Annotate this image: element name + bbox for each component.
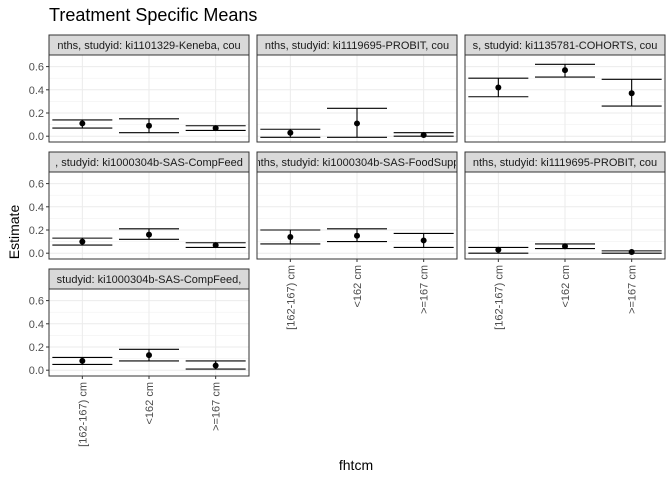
x-tick-label: <162 cm	[352, 265, 364, 308]
y-tick-label: 0.6	[29, 62, 44, 74]
facet-strip-label: , studyid: ki1000304b-SAS-CompFeed	[55, 157, 243, 169]
estimate-point	[79, 120, 86, 127]
facet-strip-label: nths, studyid: ki1119695-PROBIT, cou	[265, 40, 449, 52]
x-tick-label: [162-167) cm	[285, 265, 297, 330]
facet-strip-label: nths, studyid: ki1000304b-SAS-FoodSupp	[255, 157, 460, 169]
estimate-point	[212, 125, 219, 132]
estimate-point	[495, 246, 502, 253]
estimate-point	[354, 120, 360, 127]
y-tick-label: 0.2	[29, 342, 44, 354]
estimate-point	[146, 122, 152, 129]
estimate-point	[79, 357, 86, 364]
panel-border	[256, 54, 458, 143]
estimate-point	[354, 232, 360, 239]
estimate-point	[146, 352, 152, 359]
estimate-point	[146, 231, 152, 238]
estimate-point	[212, 362, 219, 369]
y-tick-label: 0.0	[29, 365, 44, 377]
panels-group: nths, studyid: ki1101329-Keneba, cou 0.0 0…	[29, 34, 666, 447]
estimate-point	[287, 129, 294, 136]
x-tick-label: <162 cm	[560, 265, 572, 308]
x-tick-label: >=167 cm	[211, 382, 223, 431]
facet-panel: studyid: ki1000304b-SAS-CompFeed, 0.0 0.2 0…	[29, 268, 250, 447]
y-tick-label: 0.0	[29, 131, 44, 143]
y-axis-title: Estimate	[6, 205, 22, 260]
facet-strip-label: nths, studyid: ki1119695-PROBIT, cou	[473, 157, 657, 169]
facet-strip-label: nths, studyid: ki1101329-Keneba, cou	[57, 40, 240, 52]
facet-strip-label: s, studyid: ki1135781-COHORTS, cou	[473, 40, 658, 52]
y-tick-label: 0.4	[29, 319, 44, 331]
estimate-point	[212, 242, 219, 249]
facet-panel: , studyid: ki1000304b-SAS-CompFeed 0.0 0.2…	[29, 151, 250, 260]
x-axis-title: fhtcm	[339, 457, 373, 473]
panel-border	[464, 54, 666, 143]
panel-border	[48, 171, 250, 260]
facet-panel: nths, studyid: ki1000304b-SAS-FoodSupp [1…	[255, 151, 460, 330]
y-tick-label: 0.4	[29, 85, 44, 97]
facet-panel: nths, studyid: ki1119695-PROBIT, cou	[256, 34, 458, 143]
estimate-point	[562, 243, 568, 250]
y-tick-label: 0.2	[29, 225, 44, 237]
y-tick-label: 0.2	[29, 108, 44, 120]
estimate-point	[628, 249, 635, 256]
estimate-point	[79, 238, 86, 245]
y-tick-label: 0.0	[29, 248, 44, 260]
y-tick-label: 0.4	[29, 202, 44, 214]
x-tick-label: >=167 cm	[627, 265, 639, 314]
estimate-point	[562, 67, 568, 74]
x-tick-label: <162 cm	[144, 382, 156, 425]
facet-panel: nths, studyid: ki1119695-PROBIT, cou [162…	[464, 151, 666, 330]
y-tick-label: 0.6	[29, 296, 44, 308]
panel-border	[48, 54, 250, 143]
estimate-point	[628, 90, 635, 97]
x-tick-label: >=167 cm	[419, 265, 431, 314]
chart-title: Treatment Specific Means	[49, 5, 257, 25]
facet-strip-label: studyid: ki1000304b-SAS-CompFeed,	[57, 274, 242, 286]
facet-panel: s, studyid: ki1135781-COHORTS, cou	[464, 34, 666, 143]
x-tick-label: [162-167) cm	[493, 265, 505, 330]
estimate-point	[420, 132, 427, 139]
x-tick-label: [162-167) cm	[77, 382, 89, 447]
estimate-point	[287, 233, 294, 240]
facet-panel: nths, studyid: ki1101329-Keneba, cou 0.0 0…	[29, 34, 250, 143]
estimate-point	[420, 237, 427, 244]
y-tick-label: 0.6	[29, 179, 44, 191]
estimate-point	[495, 84, 502, 91]
